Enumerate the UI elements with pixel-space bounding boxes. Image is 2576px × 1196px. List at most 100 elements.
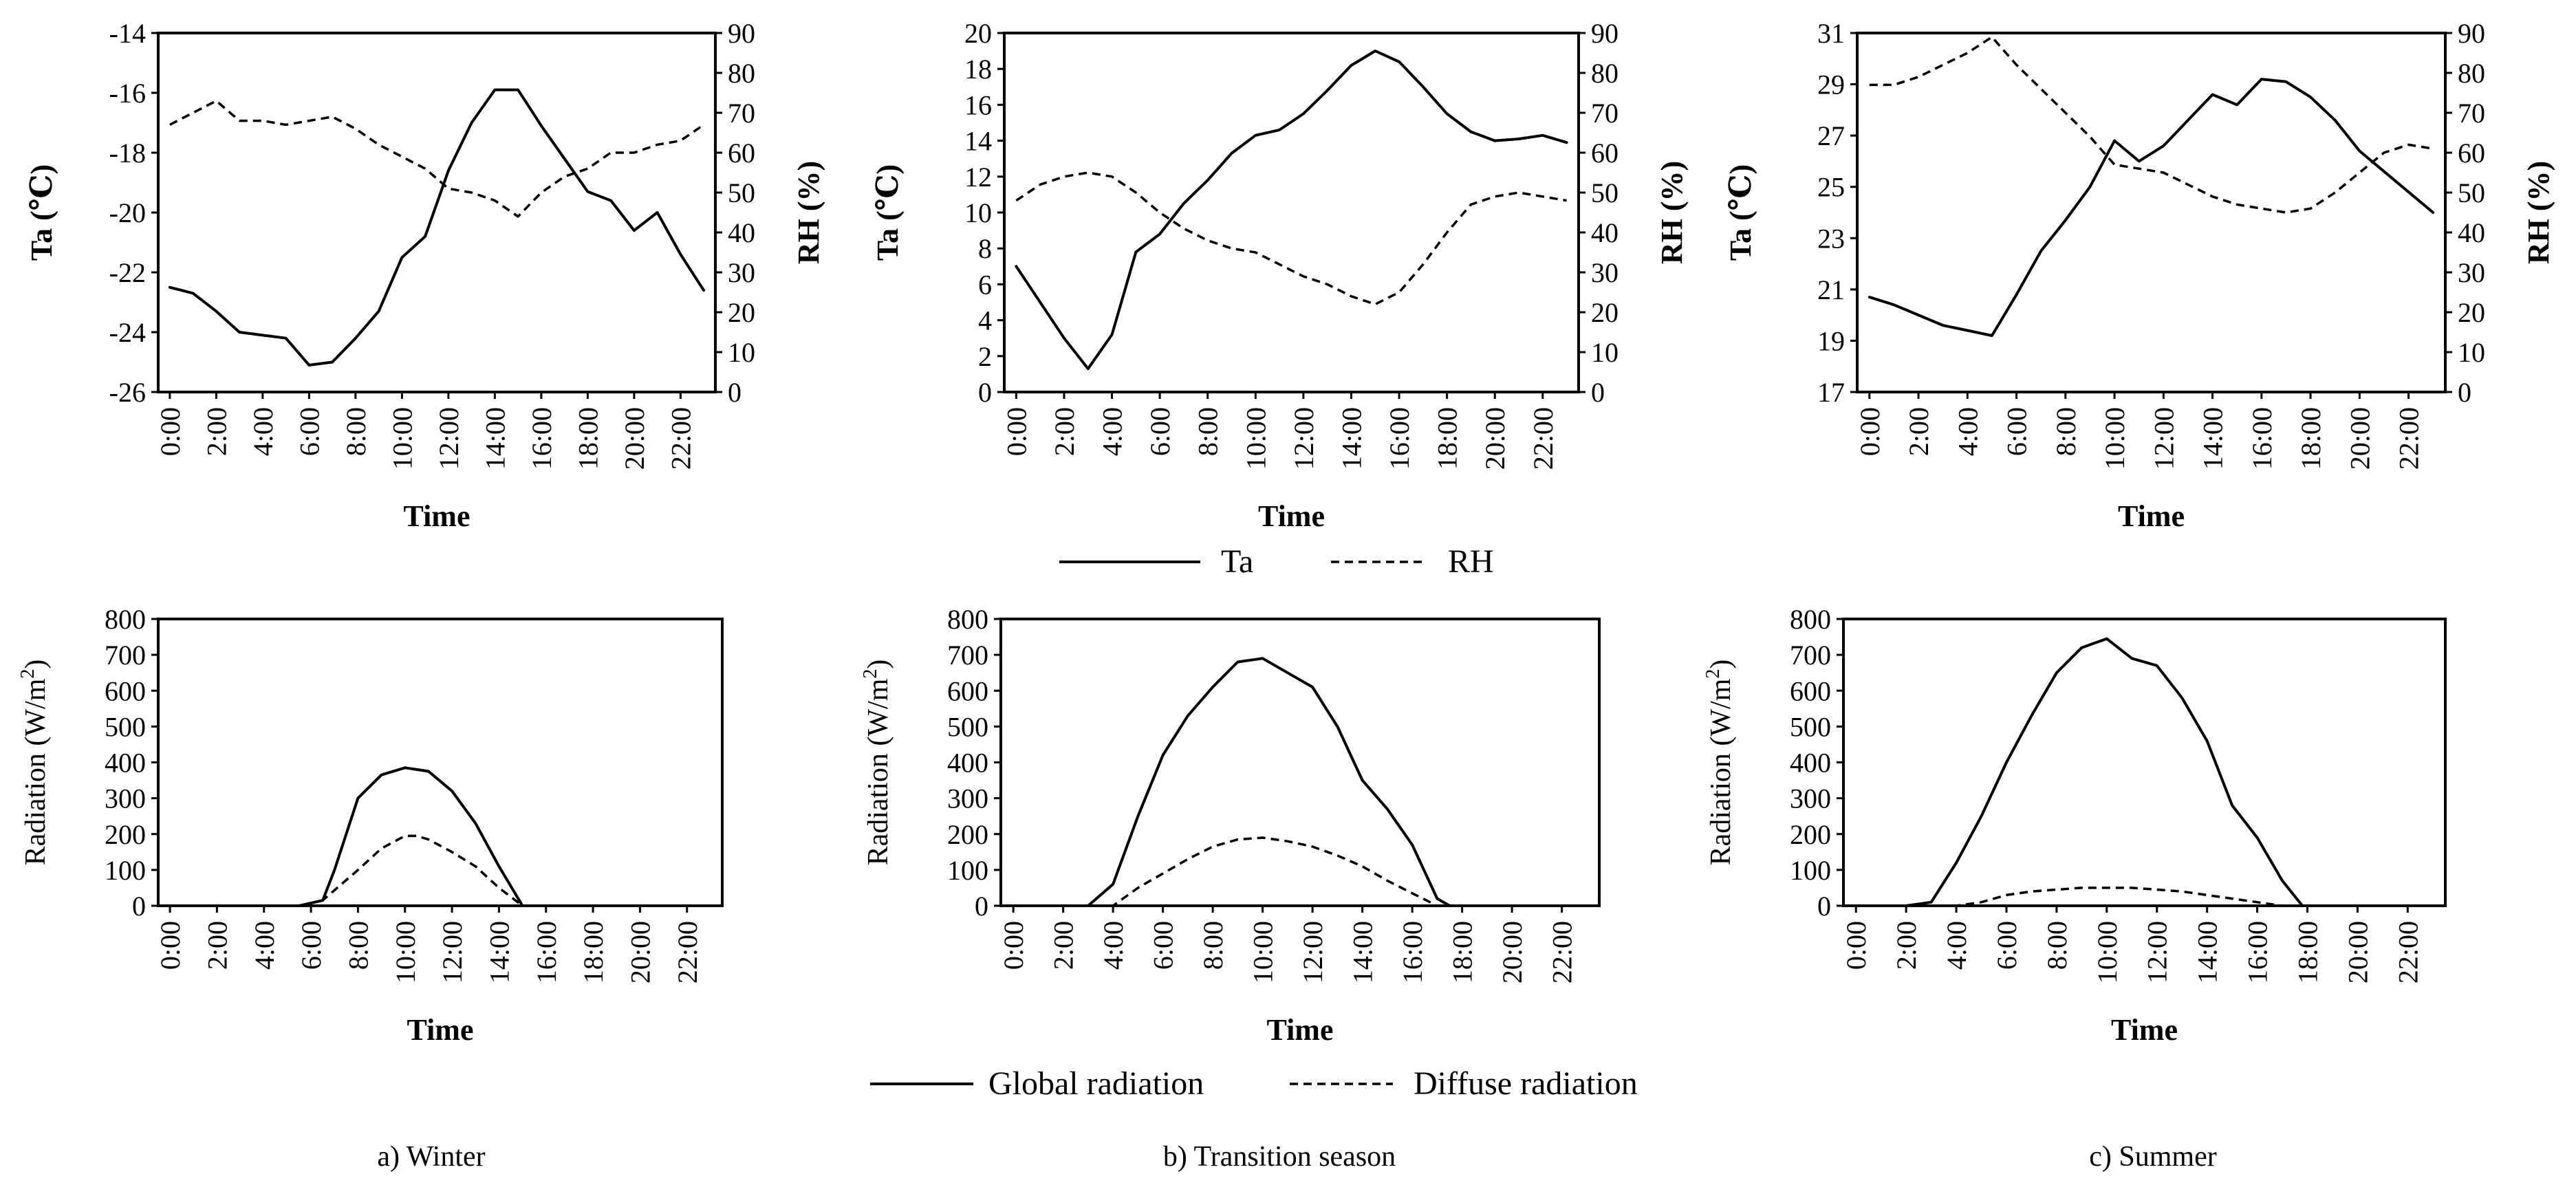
winter-radiation-series-diffuse-radiation bbox=[170, 834, 711, 907]
x-tick-label: 2:00 bbox=[201, 407, 232, 456]
y-tick-label: 200 bbox=[947, 819, 988, 850]
x-tick-label: 8:00 bbox=[1198, 921, 1229, 970]
y-tick-label: 0 bbox=[1817, 891, 1831, 922]
x-tick-label: 6:00 bbox=[2002, 407, 2033, 456]
x-tick-label: 16:00 bbox=[526, 407, 557, 470]
x-tick-label: 2:00 bbox=[1048, 921, 1079, 970]
y-left-tick-label: 16 bbox=[964, 89, 992, 120]
x-tick-label: 2:00 bbox=[202, 921, 232, 970]
x-tick-label: 12:00 bbox=[2148, 407, 2179, 470]
legend-diffuse-label: Diffuse radiation bbox=[1414, 1065, 1638, 1102]
x-tick-label: 10:00 bbox=[1248, 921, 1279, 983]
y-left-tick-label: 31 bbox=[1817, 18, 1845, 49]
y-tick-label: 700 bbox=[947, 640, 988, 671]
summer-temp-rh-plot-frame bbox=[1856, 32, 2447, 393]
y-left-tick-label: -20 bbox=[109, 197, 146, 228]
y-tick-label: 500 bbox=[105, 711, 146, 742]
x-tick-label: 4:00 bbox=[1952, 407, 1983, 456]
y-left-tick-label: -18 bbox=[109, 138, 146, 168]
y-right-tick-label: 90 bbox=[728, 18, 755, 49]
y-right-tick-label: 80 bbox=[728, 58, 755, 89]
x-tick-label: 18:00 bbox=[1432, 407, 1463, 470]
winter-temp-rh-series-rh bbox=[169, 99, 705, 218]
x-tick-label: 20:00 bbox=[1497, 921, 1528, 983]
x-tick-label: 16:00 bbox=[2247, 407, 2277, 470]
y-right-tick-label: 60 bbox=[728, 138, 755, 168]
y-right-tick-label: 70 bbox=[1591, 98, 1619, 129]
y-tick-label: 500 bbox=[1790, 711, 1831, 742]
y-left-tick-label: 29 bbox=[1817, 69, 1845, 100]
legend-radiation: Global radiation Diffuse radiation bbox=[870, 1065, 1638, 1102]
x-tick-label: 20:00 bbox=[2344, 407, 2375, 470]
y-tick-label: 200 bbox=[1790, 819, 1831, 850]
x-tick-label: 4:00 bbox=[1941, 921, 1972, 970]
x-tick-label: 0:00 bbox=[1001, 407, 1032, 456]
y-left-tick-label: 17 bbox=[1817, 377, 1845, 408]
y-right-tick-label: 10 bbox=[728, 337, 755, 368]
x-tick-label: 20:00 bbox=[625, 921, 656, 983]
y-right-tick-label: 0 bbox=[2458, 377, 2471, 408]
y-right-tick-label: 50 bbox=[2458, 177, 2485, 208]
y-right-tick-label: 10 bbox=[1591, 337, 1619, 368]
transition-temp-rh-series-rh bbox=[1015, 171, 1567, 306]
y-right-tick-label: 60 bbox=[1591, 138, 1619, 168]
panel-label-transition: b) Transition season bbox=[1163, 1141, 1396, 1173]
winter-radiation-plot-frame bbox=[157, 618, 724, 907]
y-tick-label: 300 bbox=[105, 783, 146, 814]
legend-ta-label: Ta bbox=[1221, 543, 1253, 580]
y-tick-label: 800 bbox=[947, 604, 988, 635]
x-tick-label: 22:00 bbox=[672, 921, 703, 983]
y-left-tick-label: 4 bbox=[978, 305, 992, 336]
y-right-tick-label: 30 bbox=[728, 257, 755, 288]
y-left-tick-label: -14 bbox=[109, 18, 146, 49]
legend-global-label: Global radiation bbox=[988, 1065, 1204, 1102]
y-left-tick-label: -24 bbox=[109, 317, 146, 348]
y-tick-label: 500 bbox=[947, 711, 988, 742]
y-left-tick-label: 25 bbox=[1817, 172, 1845, 203]
x-tick-label: 0:00 bbox=[1841, 921, 1872, 970]
x-tick-label: 4:00 bbox=[1097, 407, 1128, 456]
y-tick-label: 800 bbox=[1790, 604, 1831, 635]
y-right-tick-label: 40 bbox=[728, 217, 755, 248]
summer-radiation-series-diffuse-radiation bbox=[1856, 887, 2433, 907]
summer-radiation-ylabel: Radiation (W/m2) bbox=[1702, 660, 1737, 866]
y-tick-label: 300 bbox=[947, 783, 988, 814]
transition-temp-rh-xlabel: Time bbox=[1258, 499, 1325, 533]
x-tick-label: 18:00 bbox=[2295, 407, 2326, 470]
x-tick-label: 14:00 bbox=[2192, 921, 2223, 983]
transition-radiation-series-diffuse-radiation bbox=[1013, 836, 1587, 907]
y-tick-label: 700 bbox=[105, 640, 146, 671]
x-tick-label: 20:00 bbox=[1480, 407, 1511, 470]
y-left-tick-label: -26 bbox=[109, 377, 146, 408]
y-tick-label: 400 bbox=[1790, 748, 1831, 779]
panel-label-winter: a) Winter bbox=[377, 1141, 485, 1173]
x-tick-label: 14:00 bbox=[1347, 921, 1378, 983]
y-left-tick-label: 23 bbox=[1817, 223, 1845, 254]
summer-temp-rh-xlabel: Time bbox=[2118, 499, 2185, 533]
summer-temp-rh-ylabel-left: Ta (℃) bbox=[1724, 164, 1757, 261]
winter-temp-rh-plot-frame bbox=[157, 32, 717, 393]
y-right-tick-label: 20 bbox=[2458, 297, 2485, 328]
x-tick-label: 12:00 bbox=[2142, 921, 2173, 983]
x-tick-label: 12:00 bbox=[437, 921, 468, 983]
summer-temp-rh-series-ta bbox=[1868, 78, 2435, 337]
x-tick-label: 14:00 bbox=[479, 407, 510, 470]
x-tick-label: 6:00 bbox=[1148, 921, 1179, 970]
transition-radiation-plot-frame bbox=[999, 618, 1601, 907]
y-right-tick-label: 20 bbox=[1591, 297, 1619, 328]
y-tick-label: 600 bbox=[1790, 675, 1831, 706]
winter-radiation-xlabel: Time bbox=[407, 1013, 474, 1047]
x-tick-label: 18:00 bbox=[572, 407, 603, 470]
panel-label-summer: c) Summer bbox=[2089, 1141, 2216, 1173]
y-right-tick-label: 90 bbox=[2458, 18, 2485, 49]
y-tick-label: 0 bbox=[975, 891, 988, 922]
x-tick-label: 8:00 bbox=[343, 921, 374, 970]
x-tick-label: 6:00 bbox=[294, 407, 325, 456]
summer-radiation-chart: 0:00 2:00 4:00 6:00 8:00 10:00 12:00 14:00 16:00… bbox=[1702, 604, 2447, 1047]
x-tick-label: 16:00 bbox=[1384, 407, 1415, 470]
x-tick-label: 22:00 bbox=[2392, 921, 2423, 983]
y-right-tick-label: 80 bbox=[2458, 58, 2485, 89]
y-right-tick-label: 40 bbox=[1591, 217, 1619, 248]
x-tick-label: 16:00 bbox=[531, 921, 562, 983]
